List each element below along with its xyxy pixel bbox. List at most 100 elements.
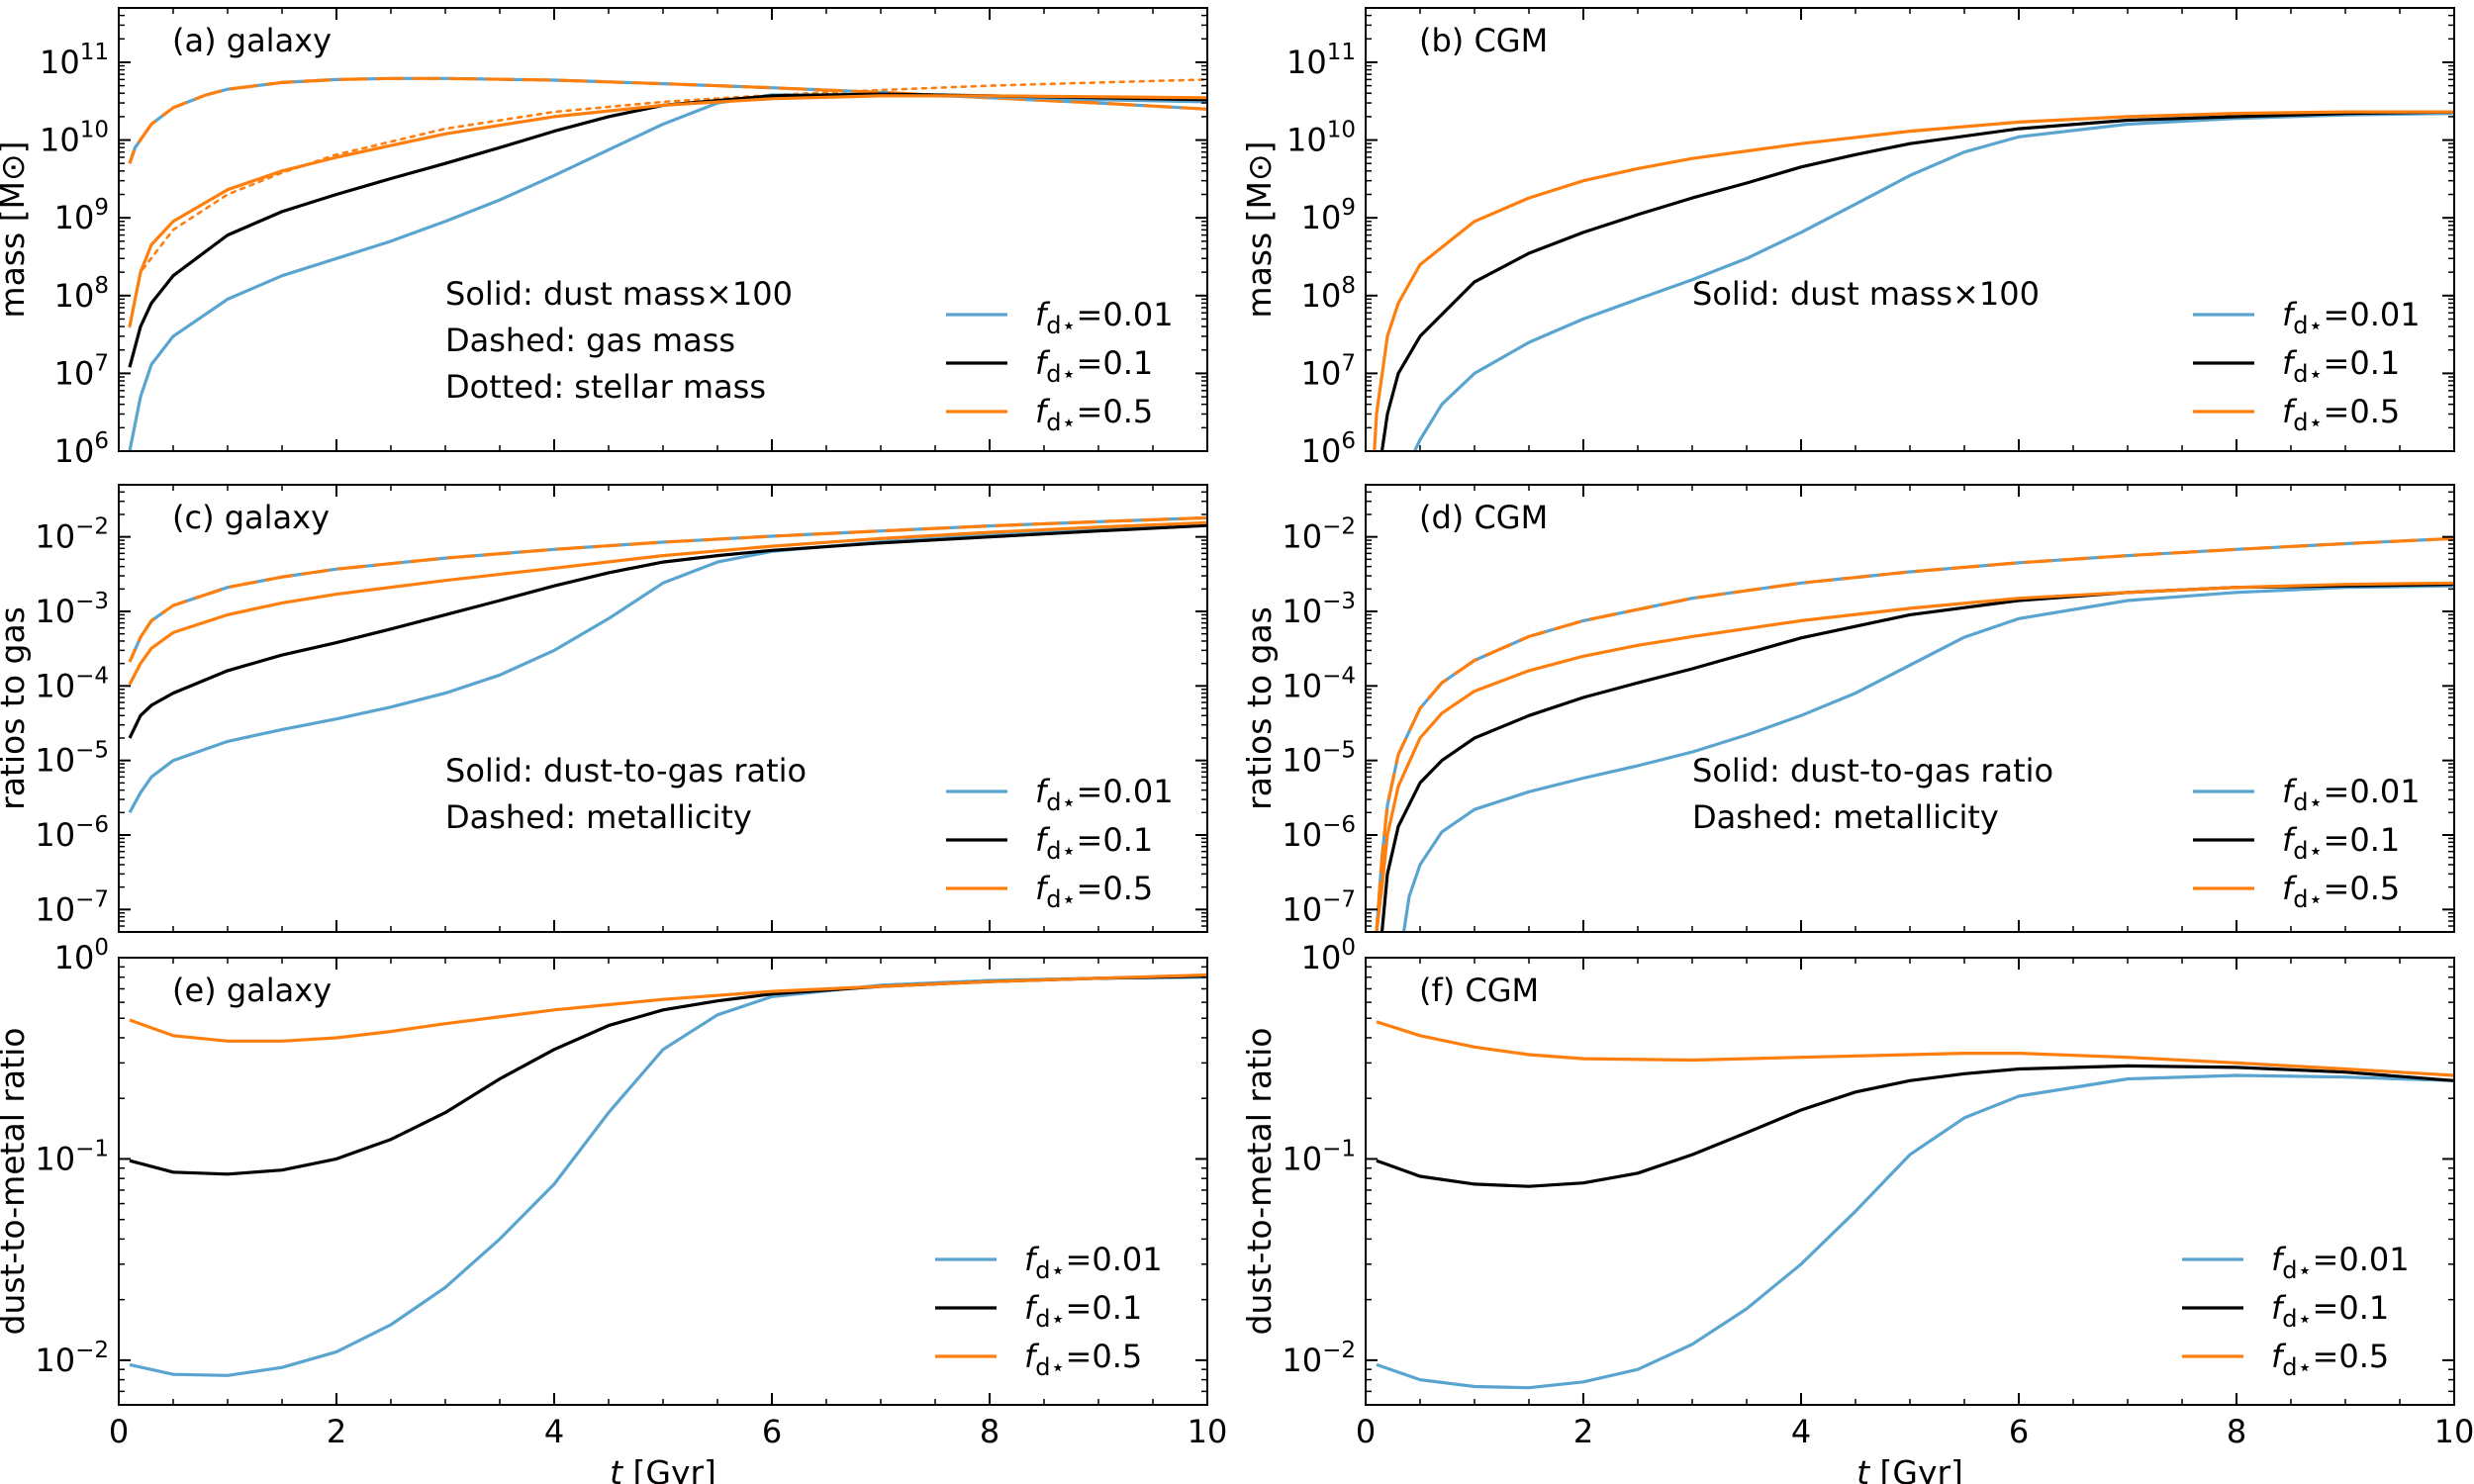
y-tick-base: 10 <box>54 277 95 315</box>
y-tick-label: 100 <box>54 935 109 976</box>
annotation-note: Solid: dust mass×100 <box>445 275 793 313</box>
y-tick-exponent: 8 <box>94 273 109 299</box>
y-tick-exponent: 6 <box>94 428 109 454</box>
y-tick-exponent: 8 <box>1341 273 1356 299</box>
y-tick-base: 10 <box>35 742 75 780</box>
y-tick-label: 10−4 <box>35 663 109 704</box>
y-tick-label: 106 <box>1301 428 1356 470</box>
x-tick-text: 4 <box>544 1413 564 1450</box>
x-axis-label: t [Gyr] <box>1856 1453 1963 1484</box>
y-tick-exponent: −1 <box>1322 1136 1356 1161</box>
y-tick-base: 10 <box>1301 199 1342 236</box>
legend-value: =0.1 <box>1066 1289 1143 1327</box>
y-tick-exponent: −5 <box>1322 738 1356 764</box>
y-tick-base: 10 <box>1282 1342 1322 1379</box>
y-tick-exponent: 6 <box>1341 428 1356 454</box>
x-tick-label: 10 <box>1188 1413 1228 1450</box>
y-tick-base: 10 <box>1286 44 1327 81</box>
y-tick-exponent: −6 <box>1322 812 1356 838</box>
legend-subscript: d⋆ <box>2293 885 2323 913</box>
legend-entry: fd⋆=0.5 <box>1035 393 1153 436</box>
y-tick-exponent: −7 <box>1322 886 1356 912</box>
x-tick-text: 2 <box>327 1413 346 1450</box>
y-tick-label: 10−5 <box>1282 738 1356 780</box>
legend-entry: fd⋆=0.5 <box>2271 1338 2389 1381</box>
y-tick-exponent: 0 <box>1341 935 1356 961</box>
x-tick-label: 0 <box>109 1413 129 1450</box>
y-axis-label: mass [M⊙] <box>0 140 32 318</box>
y-tick-label: 107 <box>1301 350 1356 392</box>
y-tick-base: 10 <box>1282 742 1322 780</box>
x-axis-label-var: t <box>610 1453 623 1484</box>
legend-entry: fd⋆=0.01 <box>2282 296 2421 339</box>
y-tick-base: 10 <box>40 122 80 159</box>
legend-subscript: d⋆ <box>2282 1353 2312 1381</box>
y-tick-exponent: 10 <box>1327 118 1356 143</box>
y-tick-label: 1011 <box>40 40 109 81</box>
y-tick-exponent: −2 <box>1322 514 1356 540</box>
series-line-a-5 <box>128 94 1207 327</box>
y-tick-label: 109 <box>54 195 109 236</box>
y-tick-exponent: −4 <box>1322 663 1356 689</box>
y-tick-label: 1010 <box>1286 118 1356 159</box>
series-line-b-2 <box>1373 110 2454 451</box>
y-tick-exponent: −3 <box>75 589 109 614</box>
series-group <box>128 76 1207 451</box>
legend-value: =0.5 <box>2324 393 2401 430</box>
x-tick-text: 0 <box>109 1413 129 1450</box>
legend-entry: fd⋆=0.01 <box>2271 1241 2410 1284</box>
x-tick-text: 10 <box>1188 1413 1228 1450</box>
y-tick-label: 107 <box>54 350 109 392</box>
y-tick-exponent: −2 <box>75 1338 109 1363</box>
x-tick-text: 10 <box>2434 1413 2474 1450</box>
y-tick-base: 10 <box>35 890 75 928</box>
legend-entry: fd⋆=0.01 <box>1035 773 1174 816</box>
panel-title: (a) galaxy <box>172 22 332 59</box>
series-line-c-1 <box>128 515 1207 663</box>
legend-subscript: d⋆ <box>1046 837 1076 865</box>
annotation-note: Dashed: metallicity <box>445 798 752 836</box>
legend-entry: fd⋆=0.01 <box>1024 1241 1163 1284</box>
legend-subscript: d⋆ <box>1046 788 1076 816</box>
y-tick-base: 10 <box>35 1342 75 1379</box>
legend-entry: fd⋆=0.1 <box>2282 344 2400 388</box>
y-tick-base: 10 <box>35 667 75 704</box>
x-tick-text: 2 <box>1573 1413 1593 1450</box>
legend-value: =0.1 <box>1077 344 1154 382</box>
x-tick-label: 6 <box>762 1413 782 1450</box>
x-tick-text: 6 <box>2009 1413 2029 1450</box>
y-tick-base: 10 <box>54 432 95 470</box>
panel-title: (f) CGM <box>1419 972 1539 1009</box>
axes-frame <box>1365 484 2455 933</box>
legend-value: =0.01 <box>1077 296 1174 333</box>
legend-entry: fd⋆=0.1 <box>2271 1289 2389 1333</box>
panel-title: (c) galaxy <box>172 499 330 536</box>
y-axis-label: dust-to-metal ratio <box>1240 1028 1279 1336</box>
y-tick-label: 10−7 <box>1282 886 1356 928</box>
series-line-b-1 <box>1380 110 2454 451</box>
y-tick-label: 108 <box>1301 273 1356 315</box>
legend-subscript: d⋆ <box>1046 409 1076 436</box>
legend-subscript: d⋆ <box>1035 1353 1065 1381</box>
series-line-f-2 <box>1376 1020 2454 1077</box>
x-tick-text: 8 <box>980 1413 999 1450</box>
legend-entry: fd⋆=0.1 <box>2282 821 2400 865</box>
y-tick-exponent: −7 <box>75 886 109 912</box>
series-group <box>1375 536 2454 932</box>
y-tick-label: 10−7 <box>35 886 109 928</box>
y-tick-base: 10 <box>1301 277 1342 315</box>
x-tick-label: 4 <box>544 1413 564 1450</box>
y-tick-base: 10 <box>40 44 80 81</box>
y-tick-label: 100 <box>1301 935 1356 976</box>
y-tick-exponent: 9 <box>94 195 109 221</box>
y-tick-exponent: 9 <box>1341 195 1356 221</box>
legend-subscript: d⋆ <box>2293 788 2323 816</box>
legend-entry: fd⋆=0.1 <box>1024 1289 1142 1333</box>
y-axis-label: ratios to gas <box>0 606 32 810</box>
legend-value: =0.01 <box>2324 773 2421 810</box>
annotation-note: Solid: dust-to-gas ratio <box>1692 752 2053 789</box>
y-tick-base: 10 <box>1301 939 1342 976</box>
